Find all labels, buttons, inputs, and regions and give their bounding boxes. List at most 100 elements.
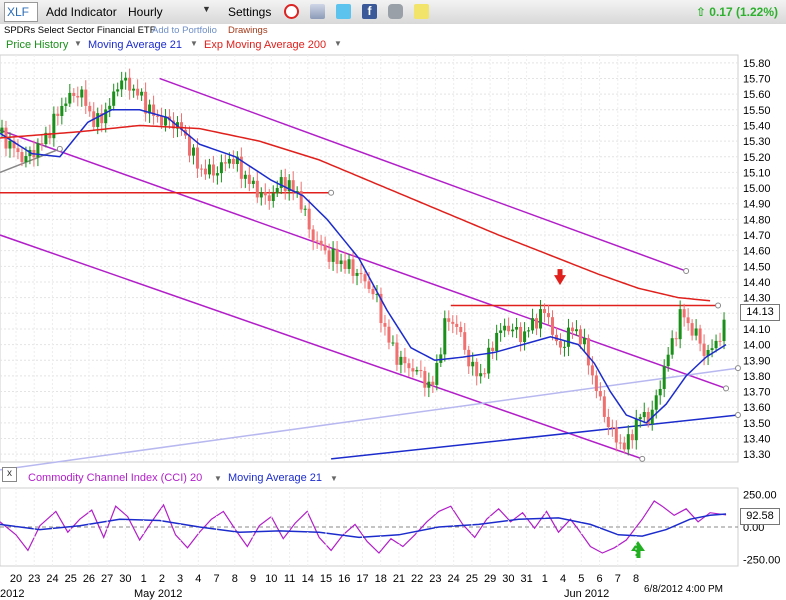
candle-body <box>223 162 227 164</box>
price-tick-label: 13.40 <box>743 434 771 446</box>
add-indicator-button[interactable]: Add Indicator <box>46 5 117 19</box>
candle-body <box>650 409 654 425</box>
candle-body <box>674 338 678 340</box>
x-tick-label: 25 <box>65 573 77 585</box>
candle-body <box>84 89 88 106</box>
close-indicator-button[interactable]: x <box>2 467 17 482</box>
ema200-line <box>0 124 711 302</box>
candle-body <box>152 104 156 116</box>
candle-body <box>375 293 379 295</box>
candle-body <box>642 412 646 418</box>
add-to-portfolio-link[interactable]: Add to Portfolio <box>152 25 217 36</box>
candle-body <box>104 109 108 124</box>
legend-ma21[interactable]: Moving Average 21 <box>88 39 182 51</box>
camera-icon[interactable] <box>388 4 403 19</box>
facebook-icon[interactable]: f <box>362 4 377 19</box>
price-tick-label: 13.30 <box>743 449 771 461</box>
candle-body <box>582 338 586 345</box>
candle-body <box>267 195 271 201</box>
trendline <box>0 148 61 174</box>
x-axis: 20 23 24 25 26 27 30 1 2 3 4 7 8 9 10 11 14 15 16 17 18 21 22 2… <box>10 488 639 585</box>
candle-body <box>24 156 28 162</box>
red-down-arrow-icon <box>554 275 566 286</box>
candle-body <box>431 381 435 385</box>
twitter-icon[interactable] <box>336 4 351 19</box>
candle-body <box>148 104 152 114</box>
price-candles <box>0 68 726 456</box>
candle-body <box>487 347 491 374</box>
candle-body <box>287 180 291 192</box>
candle-body <box>16 148 20 153</box>
price-tick-label: 14.40 <box>743 277 771 289</box>
cci-grid <box>0 487 739 567</box>
database-icon[interactable] <box>310 4 325 19</box>
chevron-down-icon[interactable]: ▼ <box>334 39 342 48</box>
chevron-down-icon[interactable]: ▼ <box>190 39 198 48</box>
candle-body <box>48 132 52 139</box>
candle-body <box>156 115 160 117</box>
candle-body <box>271 193 275 201</box>
chevron-down-icon[interactable]: ▼ <box>202 4 211 14</box>
candle-body <box>706 349 710 356</box>
symbol-input[interactable]: XLF <box>4 2 38 22</box>
drawings-link[interactable]: Drawings <box>228 25 268 36</box>
candle-body <box>215 173 219 176</box>
candle-body <box>20 152 24 162</box>
chevron-down-icon[interactable]: ▼ <box>74 39 82 48</box>
ma21-line <box>0 109 727 424</box>
chevron-down-icon[interactable]: ▼ <box>330 474 338 483</box>
candle-body <box>231 158 235 165</box>
note-icon[interactable] <box>414 4 429 19</box>
chevron-down-icon[interactable]: ▼ <box>214 474 222 483</box>
candle-body <box>718 340 722 342</box>
candle-body <box>283 177 287 192</box>
green-up-arrow-icon <box>631 541 645 551</box>
price-tick-label: 13.60 <box>743 402 771 414</box>
candle-body <box>32 149 36 158</box>
candle-body <box>590 365 594 376</box>
legend-price-history[interactable]: Price History <box>6 39 69 51</box>
candle-body <box>195 147 199 169</box>
candle-body <box>0 127 4 134</box>
candle-body <box>543 309 547 314</box>
candle-body <box>547 313 551 318</box>
candle-body <box>690 323 694 336</box>
alarm-clock-icon[interactable] <box>284 4 299 19</box>
trendline-handle <box>328 189 335 196</box>
candle-body <box>243 174 247 179</box>
settings-button[interactable]: Settings <box>228 5 272 19</box>
red-down-arrow-stem <box>557 269 563 277</box>
candle-body <box>551 317 555 335</box>
legend-cci-ma21[interactable]: Moving Average 21 <box>228 472 322 484</box>
candle-body <box>511 329 515 332</box>
candle-body <box>235 156 239 165</box>
candle-body <box>523 331 527 343</box>
x-tick-label: 2 <box>159 573 165 585</box>
candle-body <box>132 88 136 91</box>
legend-cci[interactable]: Commodity Channel Index (CCI) 20 <box>28 472 203 484</box>
interval-select[interactable]: Hourly <box>128 5 163 19</box>
candle-body <box>710 348 714 350</box>
legend-ema200[interactable]: Exp Moving Average 200 <box>204 39 327 51</box>
trendline-handle <box>715 302 722 309</box>
trendline <box>159 77 687 272</box>
x-tick-label: 18 <box>375 573 387 585</box>
trendline-handle <box>735 365 741 372</box>
x-tick-label: 4 <box>560 573 566 585</box>
x-tick-label: 10 <box>265 573 277 585</box>
price-tick-label: 14.90 <box>743 199 771 211</box>
price-tick-label: 13.50 <box>743 418 771 430</box>
candle-body <box>638 417 642 420</box>
cci-y-axis: 250.000.00-250.00 <box>743 490 780 567</box>
candle-body <box>558 341 562 348</box>
up-arrow-icon: ⇧ <box>695 5 706 19</box>
candle-body <box>503 325 507 331</box>
candle-body <box>586 338 590 366</box>
candle-body <box>279 177 283 189</box>
candle-body <box>120 80 124 90</box>
candle-body <box>491 347 495 351</box>
trendline <box>0 367 739 471</box>
candle-body <box>323 245 327 251</box>
x-tick-label: 17 <box>356 573 368 585</box>
x-tick-label: 3 <box>177 573 183 585</box>
